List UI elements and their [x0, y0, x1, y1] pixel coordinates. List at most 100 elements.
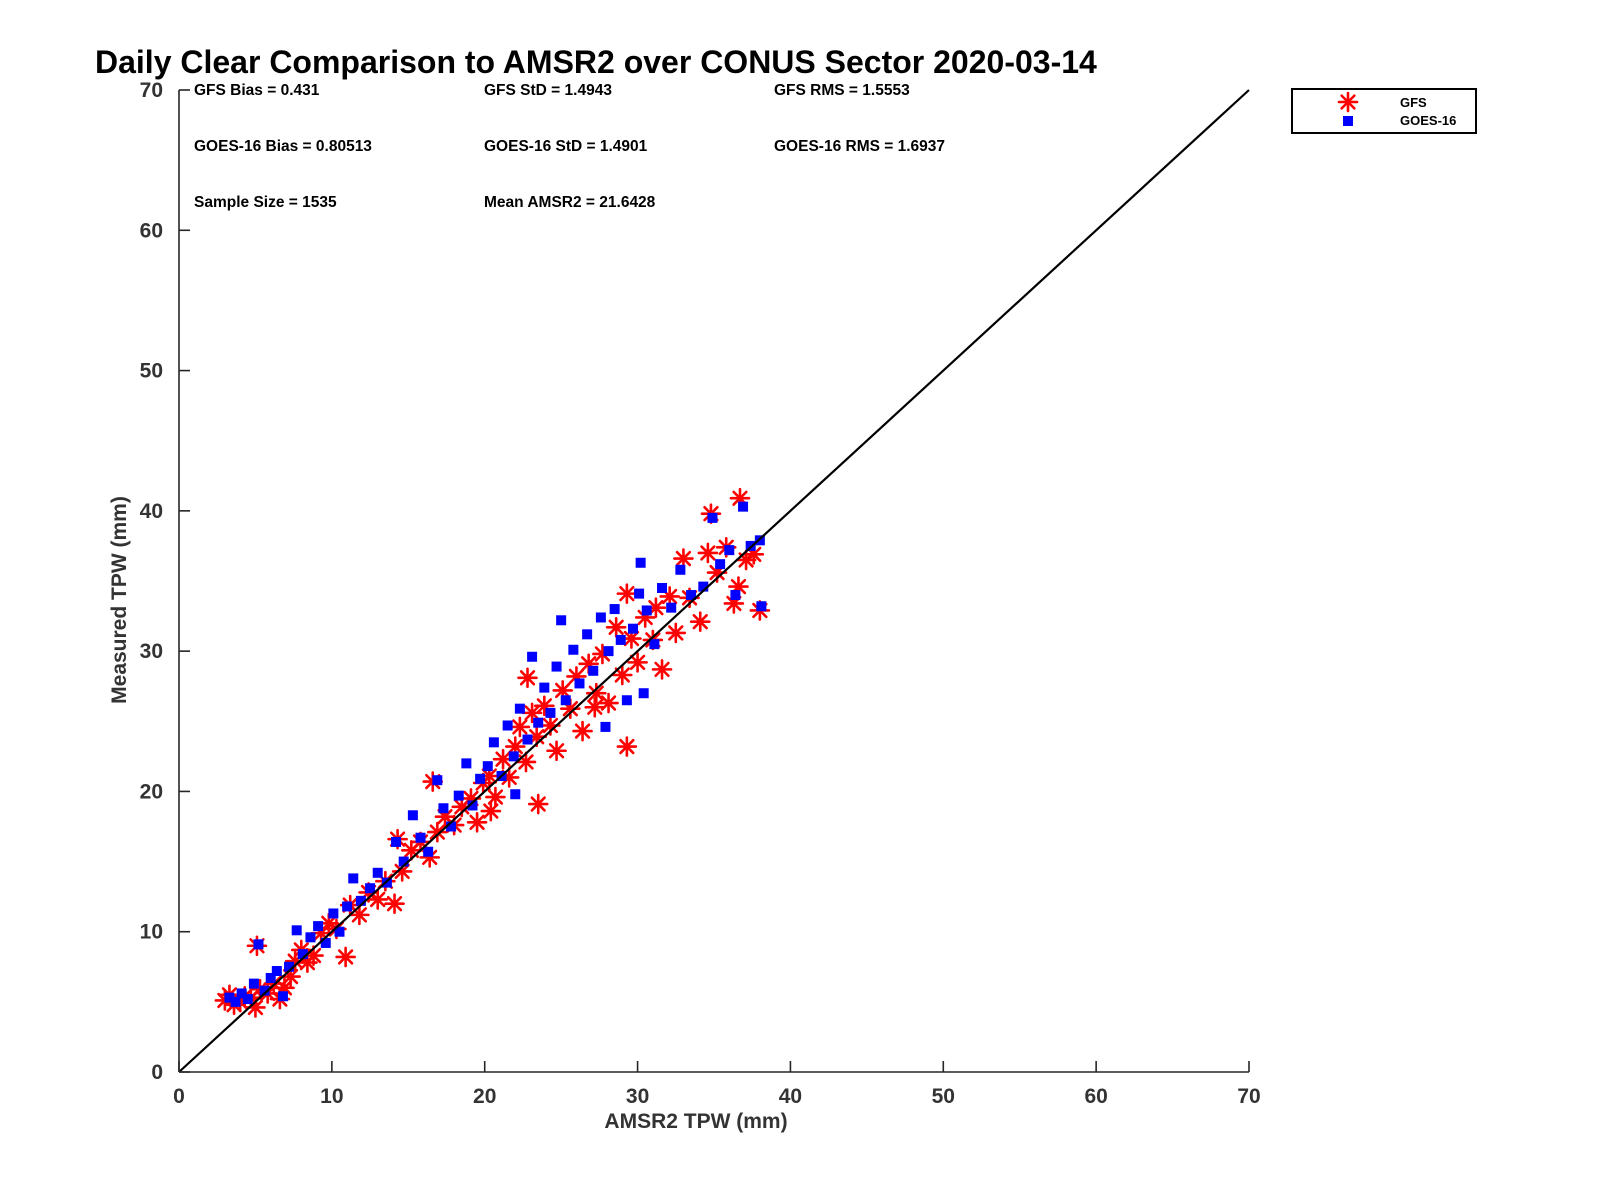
y-tick-label: 20	[140, 780, 163, 803]
goes16-point	[582, 629, 593, 640]
goes16-point	[738, 501, 749, 512]
goes16-point	[657, 583, 668, 594]
stat-annotation: GFS RMS = 1.5553	[774, 82, 910, 99]
stat-annotation: GOES-16 StD = 1.4901	[484, 138, 648, 155]
x-tick-label: 60	[1084, 1085, 1107, 1108]
goes16-point	[551, 661, 562, 672]
goes16-point	[502, 720, 513, 731]
goes16-point	[453, 790, 464, 801]
gfs-point	[616, 736, 638, 757]
y-tick-label: 70	[140, 79, 163, 102]
axes	[178, 89, 1250, 1073]
gfs-point	[515, 751, 537, 773]
gfs-point	[546, 740, 567, 762]
goes16-point	[730, 590, 741, 601]
gfs-point	[616, 583, 638, 604]
goes16-point	[508, 751, 519, 762]
goes16-series	[224, 501, 767, 1007]
gfs-point	[621, 628, 642, 649]
goes16-point	[348, 873, 359, 884]
goes16-point	[686, 590, 697, 601]
gfs-point	[552, 680, 573, 701]
goes16-point	[707, 512, 718, 523]
goes16-point	[756, 601, 767, 612]
stat-annotation: GFS StD = 1.4943	[484, 82, 612, 99]
gfs-point	[504, 736, 526, 757]
goes16-point	[641, 605, 652, 616]
goes16-point	[253, 939, 264, 950]
goes16-point	[533, 717, 544, 728]
y-tick-label: 40	[140, 500, 163, 523]
legend-goes16-label: GOES-16	[1400, 113, 1456, 128]
goes16-point	[248, 978, 259, 989]
goes16-point	[588, 665, 599, 676]
goes16-point	[609, 604, 620, 615]
gfs-point	[480, 800, 502, 822]
x-tick-label: 0	[173, 1085, 185, 1108]
goes16-point	[446, 821, 457, 832]
gfs-point	[384, 893, 405, 914]
goes16-point	[342, 901, 353, 912]
gfs-point	[598, 692, 619, 714]
gfs-point	[335, 946, 356, 968]
goes16-point	[475, 773, 486, 784]
goes16-point	[291, 925, 302, 936]
goes16-point	[271, 965, 282, 976]
goes16-point	[432, 775, 443, 786]
goes16-point	[365, 883, 376, 894]
goes16-point	[600, 721, 611, 732]
gfs-series	[214, 487, 771, 1018]
stat-annotation: GOES-16 Bias = 0.80513	[194, 138, 372, 155]
gfs-point	[665, 622, 687, 644]
gfs-point	[521, 702, 543, 724]
goes16-point	[510, 789, 521, 800]
legend: GFS GOES-16	[1291, 88, 1477, 134]
goes16-point	[715, 559, 726, 570]
x-tick-label: 10	[320, 1085, 343, 1108]
goes16-point	[595, 612, 606, 623]
goes16-point	[236, 988, 247, 999]
goes16-point	[615, 634, 626, 645]
goes16-point	[514, 703, 525, 714]
gfs-point	[517, 667, 538, 689]
gfs-point	[427, 821, 448, 843]
goes16-point	[649, 639, 660, 650]
goes16-point	[277, 991, 288, 1002]
gfs-point	[367, 889, 389, 910]
goes16-point	[675, 564, 686, 575]
goes16-point	[415, 832, 426, 843]
goes16-point	[334, 926, 345, 937]
gfs-point	[611, 664, 633, 686]
goes16-point	[355, 895, 366, 906]
goes16-point	[391, 836, 402, 847]
data-points	[178, 89, 1250, 1073]
tick-labels: 0 10 20 30 40 50 60 70 0 10 20 30 40 50 60 70	[140, 79, 1261, 1108]
goes16-point	[603, 646, 614, 657]
y-tick-label: 0	[151, 1061, 163, 1084]
goes16-point	[621, 695, 632, 706]
goes16-point	[698, 581, 709, 592]
goes16-point	[372, 867, 383, 878]
goes16-point	[574, 678, 585, 689]
goes16-point	[284, 961, 295, 972]
gfs-point	[651, 659, 673, 680]
goes16-point	[568, 644, 579, 655]
goes16-point	[527, 651, 538, 662]
goes16-point	[522, 734, 533, 745]
goes16-point	[423, 846, 434, 857]
goes16-point	[482, 761, 493, 772]
goes16-point	[724, 545, 735, 556]
legend-gfs-label: GFS	[1400, 95, 1427, 110]
x-tick-label: 40	[779, 1085, 802, 1108]
goes16-point	[539, 682, 550, 693]
goes16-point	[461, 758, 472, 769]
gfs-point	[349, 904, 370, 926]
one-to-one-line	[178, 89, 1250, 1073]
goes16-point	[224, 992, 235, 1003]
goes16-point	[265, 973, 276, 984]
goes16-point	[407, 810, 418, 821]
gfs-point	[572, 720, 593, 742]
y-tick-label: 60	[140, 219, 163, 242]
gfs-point	[509, 716, 531, 738]
